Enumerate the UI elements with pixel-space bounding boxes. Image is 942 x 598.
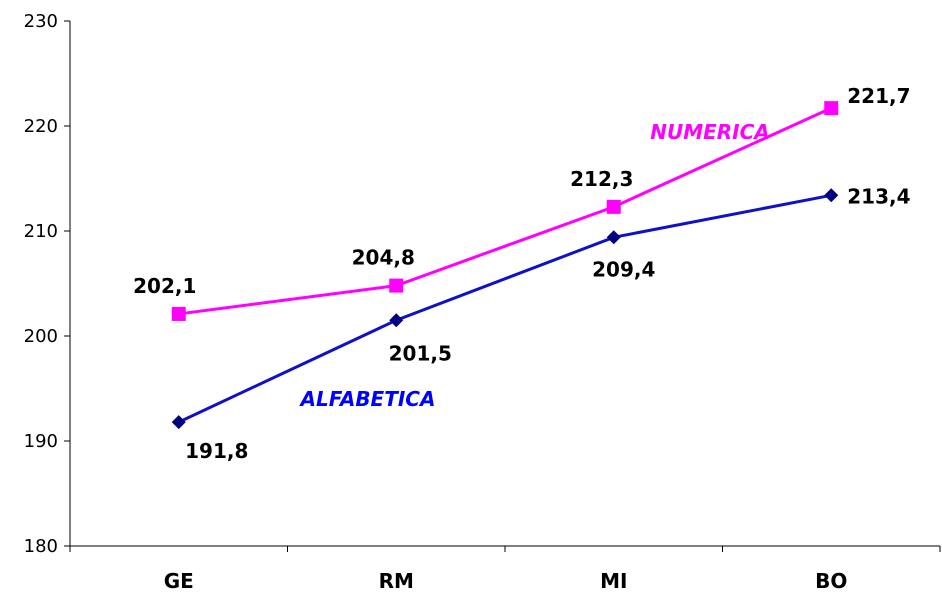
series-name-label: NUMERICA (650, 120, 770, 144)
x-category-label: MI (600, 569, 627, 593)
data-point-alfabetica (824, 188, 839, 203)
axes (69, 21, 940, 547)
y-tick-label: 210 (24, 221, 58, 242)
x-ticks: GE RM MI BO (69, 546, 941, 593)
label-layer: 202,1 204,8 212,3 221,7 NUMERICA 191,8 201,5 20… (133, 84, 910, 463)
data-label: 213,4 (847, 184, 910, 208)
data-point-alfabetica (171, 415, 186, 430)
data-point-numerica (824, 101, 839, 116)
x-category-label: BO (815, 569, 847, 593)
data-label: 209,4 (592, 257, 655, 281)
data-label: 212,3 (570, 167, 633, 191)
x-category-label: RM (379, 569, 414, 593)
data-point-alfabetica (606, 230, 621, 245)
data-point-numerica (171, 306, 186, 321)
data-label: 221,7 (847, 84, 910, 108)
y-tick-label: 220 (24, 116, 58, 137)
y-tick-label: 200 (24, 326, 58, 347)
data-point-alfabetica (389, 313, 404, 328)
data-point-numerica (389, 278, 404, 293)
data-label: 202,1 (133, 274, 196, 298)
y-tick-label: 190 (24, 431, 58, 452)
data-label: 204,8 (352, 246, 415, 270)
y-tick-label: 180 (24, 536, 58, 557)
series-line-alfabetica (178, 193, 832, 424)
data-label: 201,5 (389, 341, 452, 365)
y-tick-label: 230 (24, 11, 58, 32)
data-point-numerica (606, 199, 621, 214)
series-layer (171, 101, 839, 430)
x-category-label: GE (164, 569, 194, 593)
series-line-numerica (178, 106, 832, 316)
y-ticks: 180 190 200 210 220 230 (24, 11, 70, 557)
data-label: 191,8 (185, 439, 248, 463)
series-name-label: ALFABETICA (299, 387, 436, 411)
